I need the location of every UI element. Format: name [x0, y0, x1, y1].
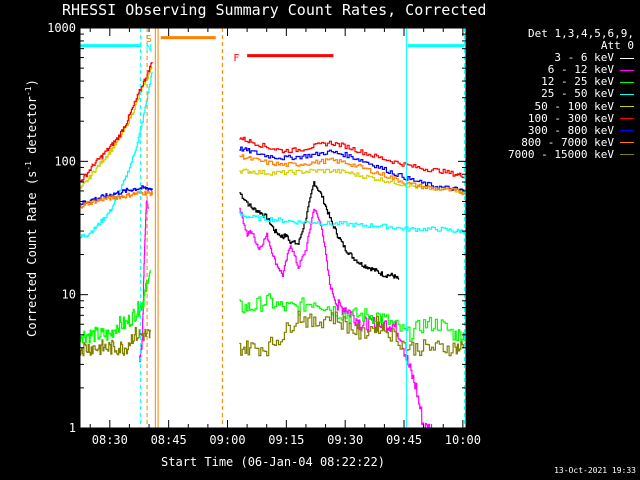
- legend-item-label: 25 - 50 keV: [541, 87, 614, 101]
- legend-header-line-2: Att 0: [600, 39, 634, 53]
- series-line-6-12-kev-seg-0: [139, 200, 149, 363]
- x-tick-label: 10:00: [445, 433, 481, 447]
- legend-item-label: 12 - 25 keV: [541, 75, 614, 89]
- legend-item-label: 300 - 800 keV: [527, 123, 614, 137]
- legend: Det 1,3,4,5,6,9, Att 0 3 - 6 keV 6 - 12 k…: [508, 27, 634, 161]
- legend-swatch: [620, 69, 634, 71]
- legend-swatch: [620, 118, 634, 120]
- series-25-50-kev: [80, 72, 465, 239]
- series-line-800-7000-kev-seg-1: [239, 154, 465, 196]
- legend-swatch: [620, 130, 634, 132]
- series-3-6-kev: [239, 181, 400, 280]
- series-line-7000-15000-kev-seg-0: [80, 326, 151, 357]
- series-line-25-50-kev-seg-0: [80, 72, 153, 239]
- legend-swatch: [620, 106, 634, 108]
- legend-item: 7000 - 15000 keV: [508, 147, 634, 161]
- legend-item-label: 6 - 12 keV: [547, 63, 614, 77]
- night-label: N: [146, 43, 152, 54]
- legend-item: 300 - 800 keV: [508, 123, 634, 137]
- series-line-50-100-kev-seg-1: [239, 168, 465, 194]
- y-tick-label: 1: [69, 421, 76, 435]
- x-tick-label: 09:30: [327, 433, 363, 447]
- axes-layer: 1 10 100 1000 08:30 08:45 09:00 09:15 09:30 09:45…: [47, 21, 481, 447]
- flare-label: F: [233, 53, 239, 64]
- series-7000-15000-kev: [80, 310, 465, 357]
- legend-item: 25 - 50 keV: [508, 88, 634, 100]
- legend-item: 100 - 300 keV: [508, 111, 634, 125]
- series-line-3-6-kev-seg-0: [239, 181, 400, 280]
- legend-swatch: [620, 81, 634, 83]
- legend-item-label: 100 - 300 keV: [527, 111, 614, 125]
- legend-header-line-1: Det 1,3,4,5,6,9,: [528, 27, 634, 40]
- timestamp: 13-Oct-2021 19:33: [554, 466, 636, 475]
- legend-item-label: 7000 - 15000 keV: [508, 147, 614, 161]
- series-300-800-kev: [80, 146, 465, 206]
- saa-label: S: [146, 34, 152, 45]
- legend-item-label: 800 - 7000 keV: [521, 135, 614, 149]
- y-tick-label: 100: [54, 154, 76, 168]
- series-800-7000-kev: [80, 154, 465, 209]
- x-tick-label: 09:15: [268, 433, 304, 447]
- x-tick-label: 08:30: [92, 433, 128, 447]
- series-line-7000-15000-kev-seg-1: [239, 310, 465, 357]
- legend-item-label: 50 - 100 keV: [534, 99, 614, 113]
- series-line-800-7000-kev-seg-0: [80, 190, 153, 209]
- series-line-25-50-kev-seg-1: [239, 212, 465, 234]
- x-tick-label: 09:45: [386, 433, 422, 447]
- x-tick-label: 09:00: [209, 433, 245, 447]
- series-line-12-25-kev-seg-0: [80, 269, 151, 344]
- legend-item: 800 - 7000 keV: [508, 135, 634, 149]
- chart-title: RHESSI Observing Summary Count Rates, Co…: [62, 1, 487, 19]
- series-line-100-300-kev-seg-1: [239, 136, 465, 179]
- legend-swatch: [620, 57, 634, 59]
- series-line-100-300-kev-seg-0: [80, 62, 153, 182]
- y-axis-label: Corrected Count Rate (s-1 detector-1): [24, 79, 39, 337]
- legend-swatch: [620, 154, 634, 156]
- series-line-6-12-kev-seg-1: [239, 207, 433, 429]
- series-6-12-kev: [139, 200, 433, 429]
- y-tick-label: 10: [62, 288, 76, 302]
- series-line-12-25-kev-seg-1: [239, 293, 465, 344]
- series-line-300-800-kev-seg-0: [80, 185, 153, 206]
- series-line-300-800-kev-seg-1: [239, 146, 465, 192]
- legend-swatch: [620, 94, 634, 96]
- plot-frame: [79, 27, 467, 429]
- legend-item: 12 - 25 keV: [508, 76, 634, 88]
- legend-swatch: [620, 142, 634, 144]
- legend-item-label: 3 - 6 keV: [554, 51, 614, 65]
- series-layer: [80, 62, 465, 429]
- x-tick-label: 08:45: [151, 433, 187, 447]
- legend-item: 3 - 6 keV: [508, 52, 634, 64]
- legend-item: 50 - 100 keV: [508, 99, 634, 113]
- x-axis-label: Start Time (06-Jan-04 08:22:22): [161, 455, 385, 469]
- y-tick-label: 1000: [47, 21, 76, 35]
- legend-item: 6 - 12 keV: [508, 64, 634, 76]
- series-100-300-kev: [80, 62, 465, 182]
- series-12-25-kev: [80, 269, 465, 344]
